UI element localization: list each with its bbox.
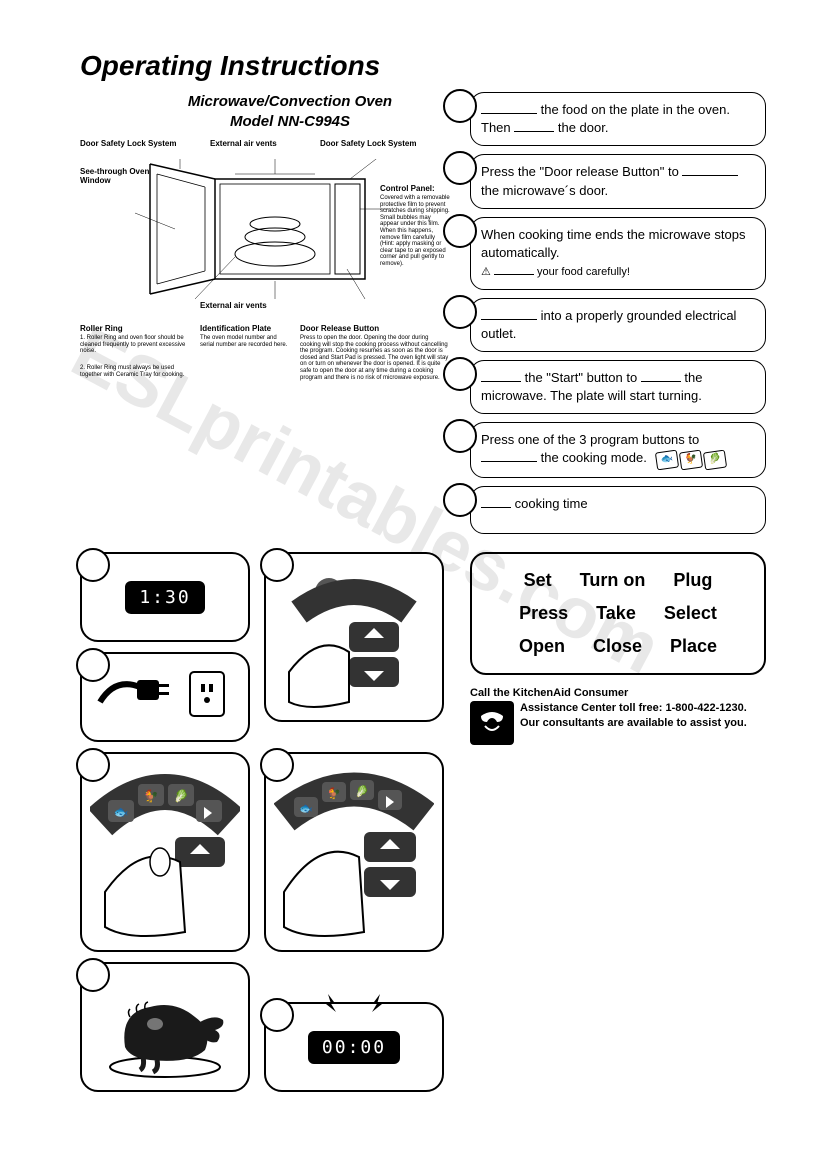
- text-roller-ring-2: 2. Roller Ring must always be used toget…: [80, 365, 190, 378]
- chicken-icon: [95, 972, 235, 1082]
- word-bank-item: Place: [670, 636, 717, 657]
- word-bank: Set Turn on Plug Press Take Select Open …: [470, 552, 766, 675]
- page-title: Operating Instructions: [80, 50, 766, 82]
- step-text: cooking time: [481, 496, 588, 511]
- subtitle-line1: Microwave/Convection Oven: [188, 93, 392, 110]
- step-text: into a properly grounded electrical outl…: [481, 308, 736, 341]
- tile-plug: [80, 652, 250, 742]
- label-roller-ring: Roller Ring: [80, 324, 123, 333]
- subtitle-line2: Model NN-C994S: [230, 113, 350, 130]
- step-text: Press one of the 3 program buttons to th…: [481, 432, 726, 465]
- label-control-panel: Control Panel:: [380, 184, 435, 193]
- svg-text:🥬: 🥬: [174, 789, 189, 803]
- footer: Call the KitchenAid Consumer Assistance …: [470, 687, 766, 745]
- step-box[interactable]: cooking time: [470, 486, 766, 534]
- footer-text: Assistance Center toll free: 1-800-422-1…: [520, 701, 766, 745]
- step-text: Press the "Door release Button" to the m…: [481, 164, 738, 197]
- flash-icon: [366, 994, 384, 1014]
- word-bank-item: Plug: [673, 570, 712, 591]
- phone-icon: [470, 701, 514, 745]
- step-number-circle[interactable]: [443, 357, 477, 391]
- step-text: When cooking time ends the microwave sto…: [481, 227, 745, 278]
- tile-number-circle[interactable]: [76, 548, 110, 582]
- word-bank-item: Set: [524, 570, 552, 591]
- label-ident-plate: Identification Plate: [200, 324, 271, 333]
- step-box[interactable]: Press one of the 3 program buttons to th…: [470, 422, 766, 478]
- step-box[interactable]: into a properly grounded electrical outl…: [470, 298, 766, 352]
- tile-panel-select: 🐟 🐓 🥬: [264, 752, 444, 952]
- word-bank-item: Open: [519, 636, 565, 657]
- svg-text:🥬: 🥬: [355, 785, 369, 798]
- step-number-circle[interactable]: [443, 151, 477, 185]
- step-number-circle[interactable]: [443, 483, 477, 517]
- text-door-release: Press to open the door. Opening the door…: [300, 335, 450, 381]
- step-box[interactable]: When cooking time ends the microwave sto…: [470, 217, 766, 290]
- text-roller-ring-1: 1. Roller Ring and oven floor should be …: [80, 335, 190, 355]
- flash-icon: [324, 994, 342, 1014]
- step-number-circle[interactable]: [443, 89, 477, 123]
- word-bank-item: Close: [593, 636, 642, 657]
- step-number-circle[interactable]: [443, 295, 477, 329]
- plug-icon: [95, 662, 235, 732]
- step-box[interactable]: the food on the plate in the oven. Then …: [470, 92, 766, 146]
- timer-display: 1:30: [125, 581, 204, 614]
- svg-text:🐟: 🐟: [299, 803, 313, 815]
- word-bank-item: Select: [664, 603, 717, 624]
- tile-panel-mode: 🐟 🐓 🥬: [80, 752, 250, 952]
- oven-illustration: [135, 159, 395, 309]
- text-ident-plate: The oven model number and serial number …: [200, 335, 290, 348]
- tile-timer-2: 00:00: [264, 1002, 444, 1092]
- label-external-vents-top: External air vents: [210, 139, 277, 148]
- word-bank-item: Turn on: [580, 570, 646, 591]
- step-box[interactable]: the "Start" button to the microwave. The…: [470, 360, 766, 414]
- step-text: the "Start" button to the microwave. The…: [481, 370, 703, 403]
- product-subtitle: Microwave/Convection Oven Model NN-C994S: [120, 92, 460, 131]
- step-number-circle[interactable]: [443, 419, 477, 453]
- tile-chicken: [80, 962, 250, 1092]
- timer-display: 00:00: [308, 1031, 400, 1064]
- step-box[interactable]: Press the "Door release Button" to the m…: [470, 154, 766, 208]
- label-external-vents-bottom: External air vents: [200, 301, 267, 310]
- footer-headline: Call the KitchenAid Consumer: [470, 687, 766, 699]
- step-text: the food on the plate in the oven. Then …: [481, 102, 730, 135]
- tile-number-circle[interactable]: [260, 998, 294, 1032]
- svg-text:🐟: 🐟: [114, 805, 129, 819]
- label-door-safety-right: Door Safety Lock System: [320, 139, 416, 148]
- text-control-panel: Covered with a removable protective film…: [380, 195, 450, 268]
- step-number-circle[interactable]: [443, 214, 477, 248]
- svg-text:🐓: 🐓: [327, 787, 341, 800]
- control-panel-icon: [279, 562, 429, 712]
- svg-text:🐓: 🐓: [144, 789, 159, 803]
- tile-panel-arrows: [264, 552, 444, 722]
- label-door-release: Door Release Button: [300, 324, 379, 333]
- oven-diagram: Door Safety Lock System External air ven…: [80, 139, 450, 419]
- word-bank-item: Press: [519, 603, 568, 624]
- mode-panel-icon: 🐟 🐓 🥬: [90, 762, 240, 942]
- steps-column: the food on the plate in the oven. Then …: [470, 92, 766, 542]
- tile-timer-1: 1:30: [80, 552, 250, 642]
- word-bank-item: Take: [596, 603, 636, 624]
- select-panel-icon: 🐟 🐓 🥬: [274, 762, 434, 942]
- label-door-safety-left: Door Safety Lock System: [80, 139, 176, 148]
